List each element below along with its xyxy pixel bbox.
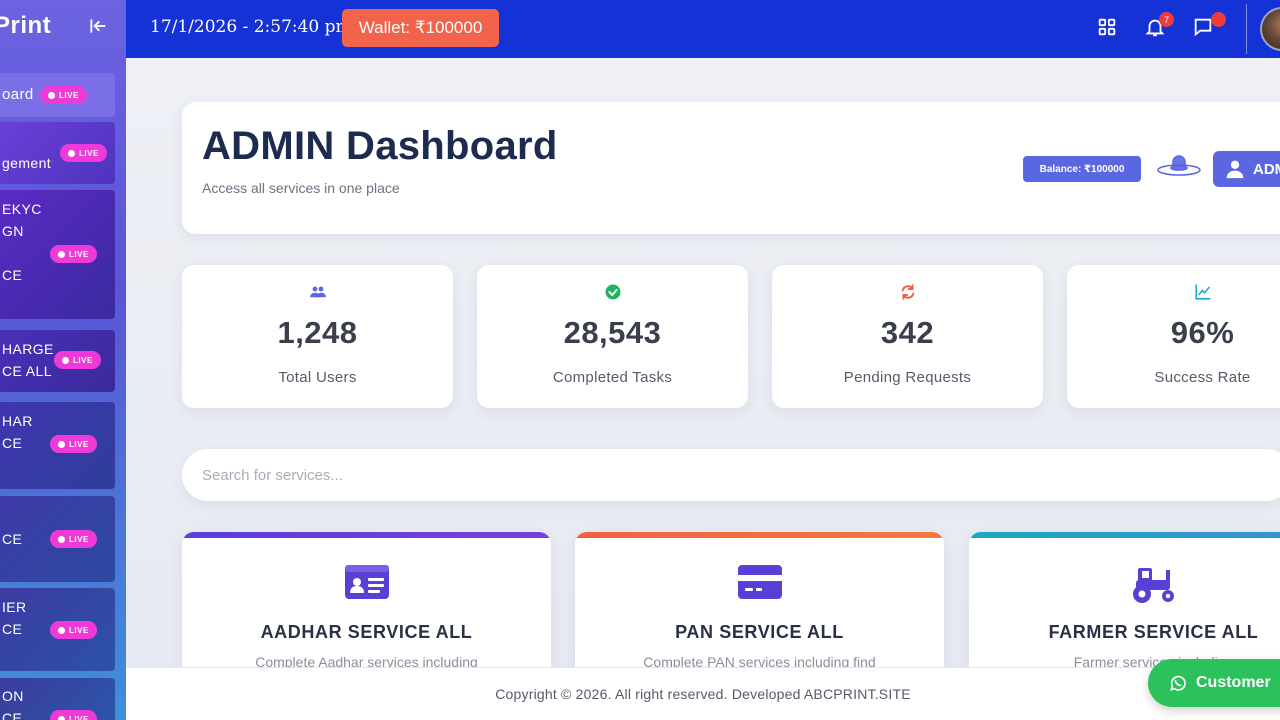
stat-label: Pending Requests (843, 369, 972, 386)
dashboard-header-card: ADMIN Dashboard Access all services in o… (182, 102, 1280, 234)
sidebar-item-label: EKYC GN CE (2, 201, 42, 283)
live-dot-icon (58, 626, 65, 634)
id-card-icon (344, 565, 389, 599)
admin-label: ADMIN (1253, 160, 1280, 178)
whatsapp-icon (1170, 675, 1186, 691)
stat-label: Success Rate (1154, 369, 1251, 386)
admin-profile-button[interactable]: ADMIN (1213, 151, 1280, 187)
sidebar: Print oard LIVE gement LIVE EKYC GN CE L… (0, 0, 126, 720)
sidebar-item-dashboard[interactable]: oard LIVE (0, 73, 115, 117)
sidebar-item-ekyc-service[interactable]: EKYC GN CE LIVE (0, 190, 115, 319)
footer: Copyright © 2026. All right reserved. De… (126, 667, 1280, 720)
user-icon (1226, 160, 1244, 179)
stat-card-pending-requests: 342 Pending Requests (772, 265, 1043, 408)
live-dot-icon (62, 356, 69, 364)
sidebar-item-ration-service[interactable]: ON CE LIVE (0, 678, 115, 720)
collapse-sidebar-button[interactable] (88, 16, 110, 38)
sidebar-item-label: CE (2, 531, 23, 547)
service-title: PAN SERVICE ALL (675, 622, 844, 642)
sidebar-item-farmer-service[interactable]: IER CE LIVE (0, 588, 115, 671)
bell-icon (1145, 19, 1165, 37)
stat-label: Total Users (278, 369, 357, 386)
bell-icon (1157, 155, 1201, 176)
page-title: ADMIN Dashboard (202, 124, 558, 168)
check-circle-icon (605, 284, 620, 300)
live-badge: LIVE (50, 621, 97, 639)
live-badge: LIVE (50, 245, 97, 263)
card-accent-bar (182, 532, 551, 538)
copyright-text: Copyright © 2026. All right reserved. De… (495, 686, 911, 702)
service-title: FARMER SERVICE ALL (1048, 622, 1259, 642)
stat-label: Completed Tasks (552, 369, 673, 386)
sidebar-item-label: HARGE CE ALL (2, 341, 54, 379)
live-badge: LIVE (50, 435, 97, 453)
brand-logo-text: Print (0, 12, 52, 39)
live-dot-icon (58, 715, 65, 720)
live-badge: LIVE (50, 710, 97, 720)
live-dot-icon (68, 149, 75, 157)
grid-icon (1098, 18, 1116, 36)
card-accent-bar (575, 532, 944, 538)
live-dot-icon (48, 91, 55, 99)
sidebar-item-label: ON CE (2, 688, 24, 720)
stat-value: 1,248 (277, 315, 358, 350)
service-description: Complete Aadhar services including (255, 654, 478, 670)
topbar: 17/1/2026 - 2:57:40 pm Wallet: ₹100000 7 (126, 0, 1280, 58)
live-dot-icon (58, 250, 65, 258)
sidebar-item-label: oard (2, 86, 34, 103)
chart-line-icon (1194, 284, 1211, 300)
customer-support-button[interactable]: Customer (1148, 659, 1280, 707)
sidebar-item-aadhar-service[interactable]: HAR CE LIVE (0, 402, 115, 489)
search-input[interactable] (182, 449, 1280, 501)
sidebar-item-label: HAR CE (2, 413, 33, 451)
stat-value: 96% (1170, 315, 1235, 350)
sidebar-item-management[interactable]: gement LIVE (0, 122, 115, 184)
collapse-left-icon (90, 19, 106, 33)
stat-card-total-users: 1,248 Total Users (182, 265, 453, 408)
avatar[interactable] (1260, 7, 1280, 51)
page-subtitle: Access all services in one place (202, 180, 400, 196)
live-badge: LIVE (54, 351, 101, 369)
service-card-aadhar[interactable]: AADHAR SERVICE ALL Complete Aadhar servi… (182, 532, 551, 692)
unread-dot (1211, 12, 1226, 27)
credit-card-icon (737, 565, 782, 599)
main-content: ADMIN Dashboard Access all services in o… (126, 58, 1280, 720)
notifications-button[interactable]: 7 (1144, 12, 1174, 40)
live-badge: LIVE (50, 530, 97, 548)
service-card-pan[interactable]: PAN SERVICE ALL Complete PAN services in… (575, 532, 944, 692)
wallet-button[interactable]: Wallet: ₹100000 (342, 9, 499, 47)
sidebar-item-label: gement (2, 155, 52, 171)
apps-grid-button[interactable] (1096, 16, 1120, 40)
stat-value: 28,543 (563, 315, 662, 350)
stat-card-completed-tasks: 28,543 Completed Tasks (477, 265, 748, 408)
stat-card-success-rate: 96% Success Rate (1067, 265, 1280, 408)
header-notification-button[interactable] (1156, 148, 1202, 178)
sync-icon (901, 284, 914, 300)
stat-value: 342 (880, 315, 935, 350)
service-description: Complete PAN services including find (643, 654, 876, 670)
current-datetime: 17/1/2026 - 2:57:40 pm (150, 17, 352, 37)
sidebar-item-label: IER CE (2, 599, 27, 637)
notification-count-badge: 7 (1159, 12, 1174, 27)
card-accent-bar (969, 532, 1280, 538)
service-title: AADHAR SERVICE ALL (260, 622, 473, 642)
messages-button[interactable] (1192, 12, 1226, 40)
live-badge: LIVE (60, 144, 107, 162)
sidebar-item-pan-service[interactable]: CE LIVE (0, 496, 115, 582)
live-badge: LIVE (40, 86, 87, 104)
sidebar-item-recharge-service[interactable]: HARGE CE ALL LIVE (0, 330, 115, 392)
chat-icon (1194, 18, 1212, 37)
tractor-icon (1132, 568, 1174, 603)
live-dot-icon (58, 535, 65, 543)
support-label: Customer (1196, 674, 1271, 691)
users-icon (309, 286, 326, 298)
balance-badge: Balance: ₹100000 (1023, 156, 1141, 182)
topbar-divider (1246, 4, 1247, 54)
live-dot-icon (58, 440, 65, 448)
